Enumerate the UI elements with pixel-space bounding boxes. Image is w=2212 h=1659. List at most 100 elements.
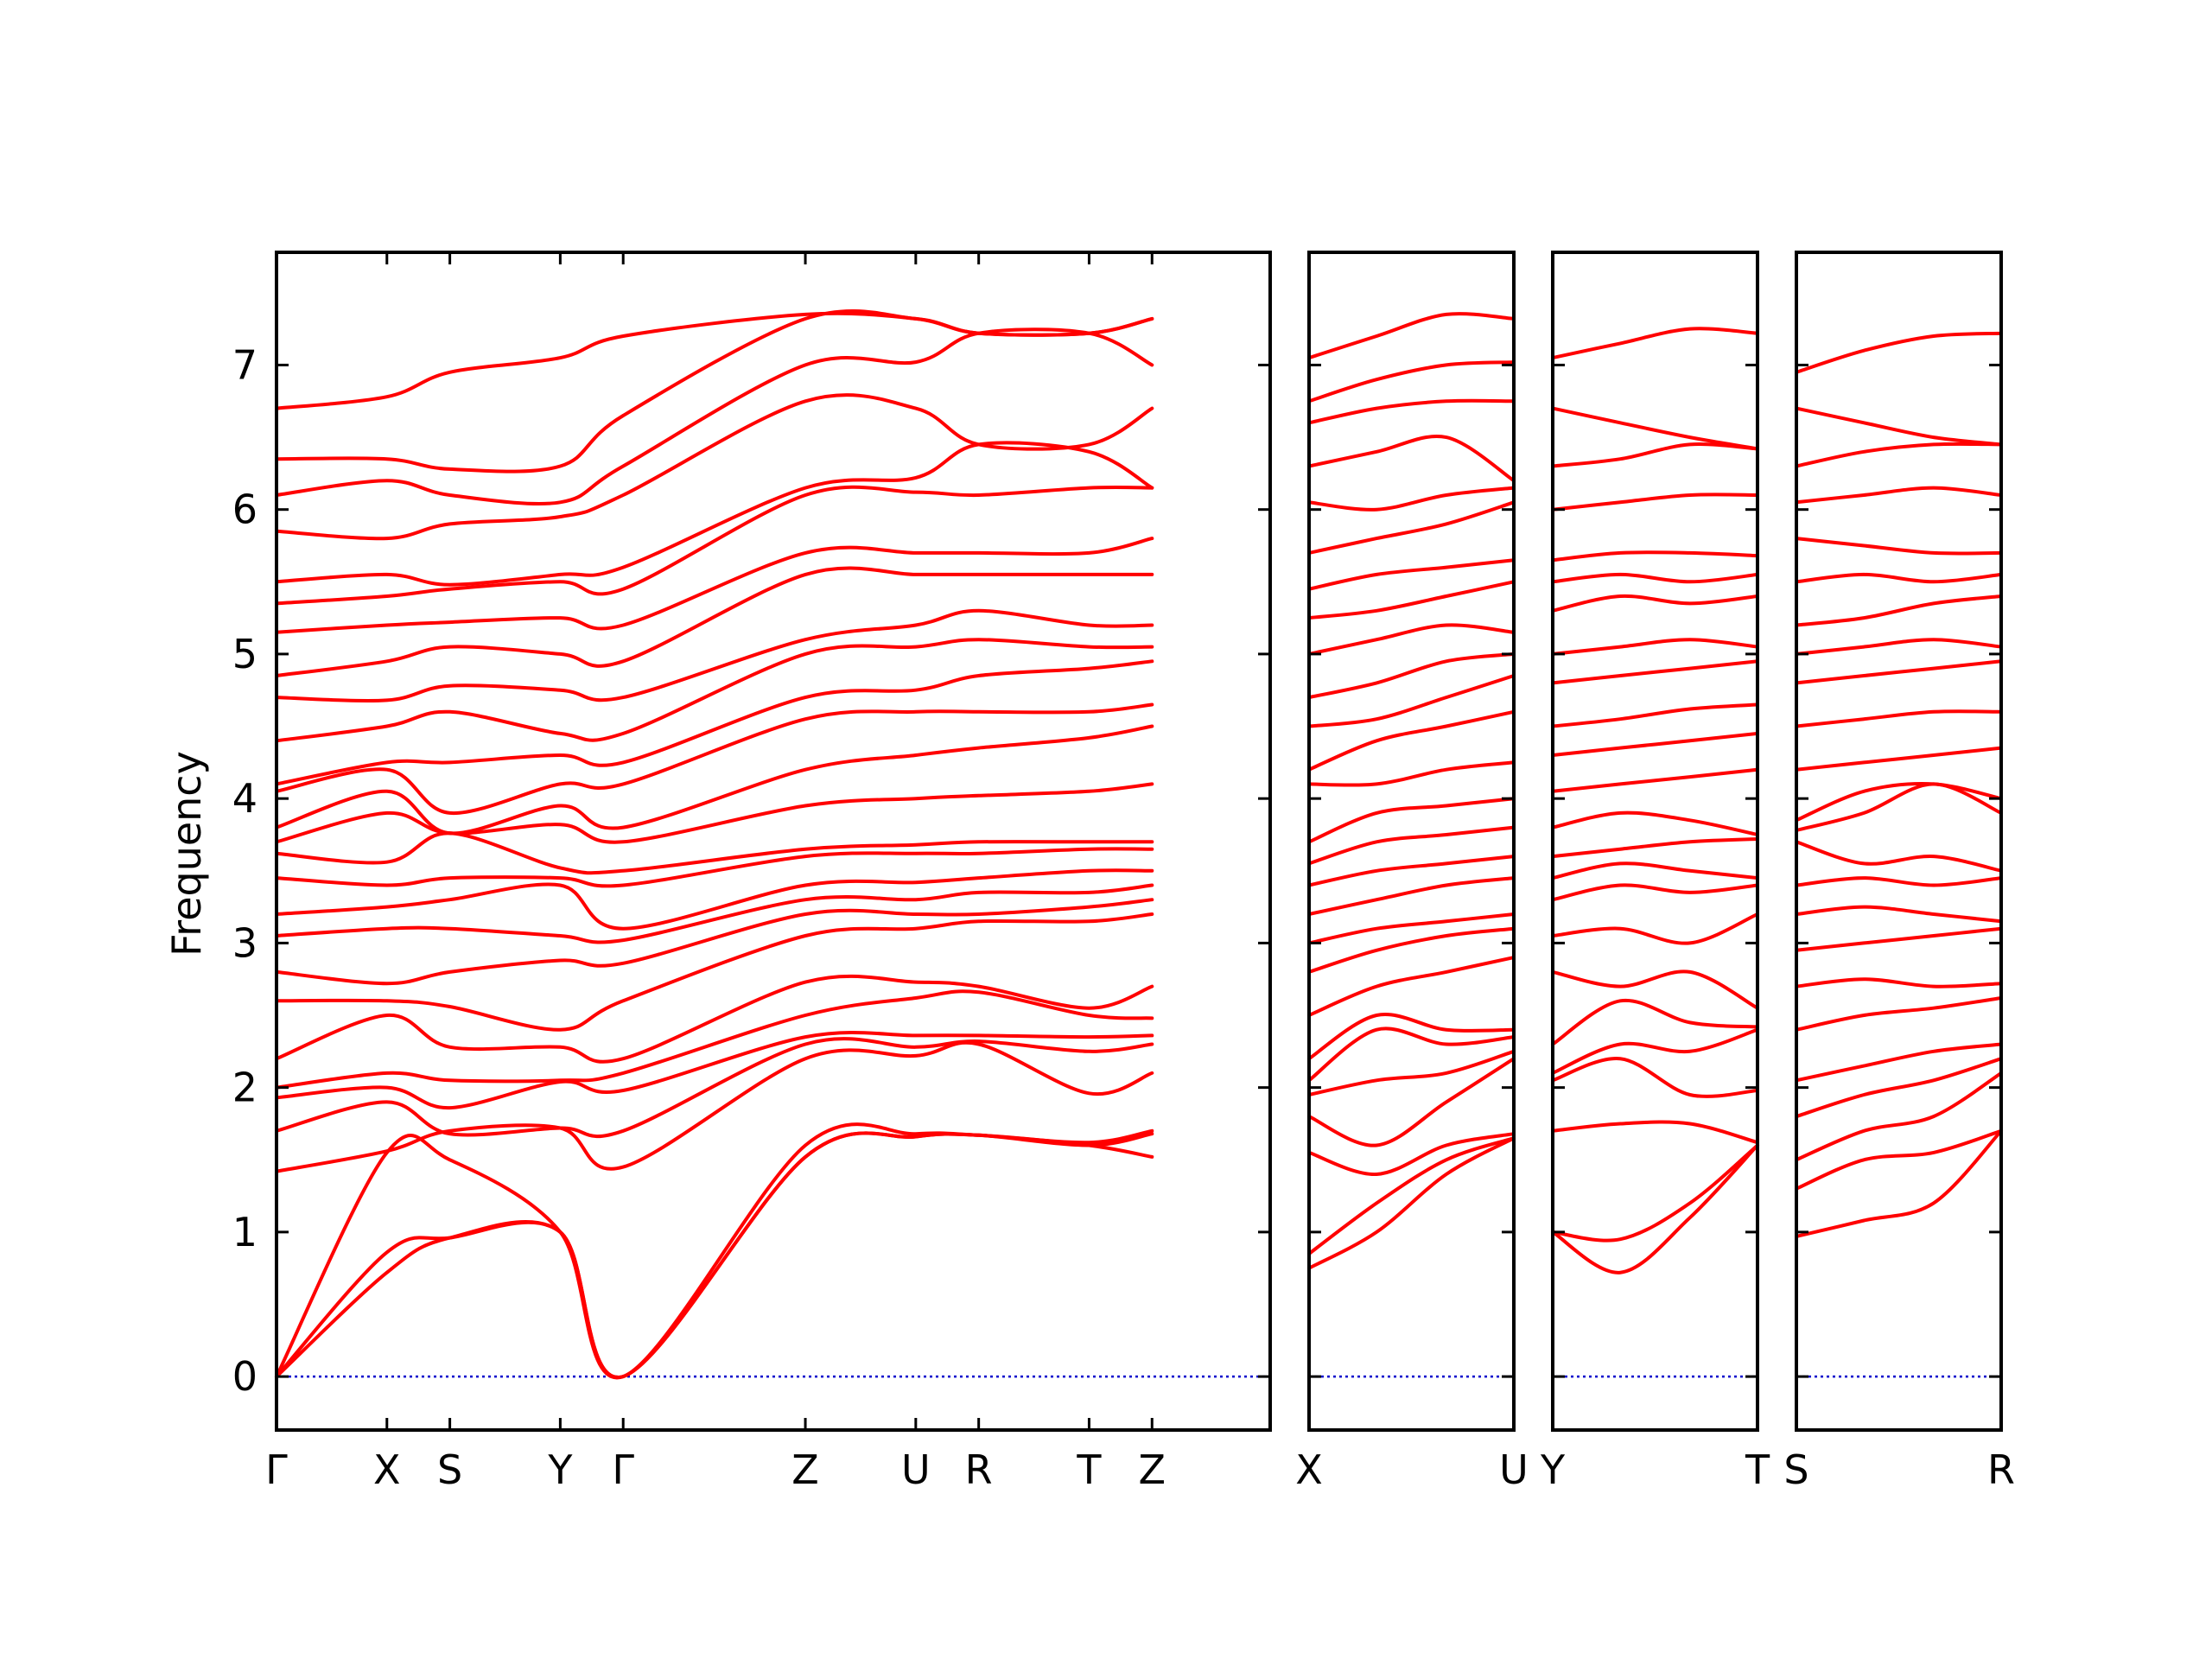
band-line-3 [1307, 1132, 1516, 1177]
y-tick-label: 4 [232, 775, 257, 822]
band-line-6 [1551, 998, 1759, 1046]
band-line-7 [1307, 1013, 1516, 1061]
band-line-14 [1795, 746, 2003, 772]
band-line-14 [275, 831, 1154, 875]
x-tick-label: Z [791, 1446, 819, 1493]
band-line-13 [275, 847, 1154, 888]
x-tick-label: T [1745, 1446, 1770, 1493]
band-line-8 [1795, 926, 2003, 952]
band-line-28 [275, 311, 1154, 410]
band-line-19 [1551, 572, 1759, 584]
band-line-16 [275, 724, 1154, 836]
x-tick-label: X [373, 1446, 401, 1493]
band-line-8 [1551, 912, 1759, 945]
band-line-23 [1795, 406, 2003, 447]
band-line-8 [1307, 956, 1516, 1017]
band-line-7 [1795, 977, 2003, 988]
band-line-16 [1795, 659, 2003, 685]
band-line-3 [275, 1122, 1154, 1380]
band-line-9 [1307, 926, 1516, 974]
band-line-10 [275, 898, 1154, 986]
band-line-9 [1795, 905, 2003, 924]
band-line-26 [1307, 360, 1516, 404]
plot-frame [1551, 251, 1759, 1432]
band-line-1 [1551, 1143, 1759, 1274]
band-line-3 [1795, 1071, 2003, 1162]
band-line-14 [1551, 731, 1759, 757]
band-line-17 [1795, 638, 2003, 656]
band-line-13 [1795, 782, 2003, 823]
band-line-20 [1551, 550, 1759, 563]
band-line-17 [275, 702, 1154, 815]
band-line-2 [1795, 1128, 2003, 1191]
band-line-20 [1307, 580, 1516, 620]
band-line-2 [1551, 1143, 1759, 1243]
band-line-1 [1795, 1128, 2003, 1238]
band-line-19 [1307, 623, 1516, 656]
band-line-7 [275, 989, 1154, 1090]
band-line-18 [1795, 594, 2003, 627]
plot-frame [1795, 251, 2003, 1432]
band-line-12 [1307, 855, 1516, 887]
x-tick-label: X [1295, 1446, 1323, 1493]
band-line-24 [1551, 327, 1759, 360]
band-line-11 [1551, 837, 1759, 859]
x-tick-label: Γ [265, 1446, 288, 1493]
band-line-18 [1307, 652, 1516, 700]
plot-frame [1307, 251, 1516, 1432]
band-line-5 [275, 1037, 1154, 1139]
band-line-20 [1795, 537, 2003, 556]
x-tick-label: T [1076, 1446, 1102, 1493]
band-line-15 [1795, 709, 2003, 728]
band-line-26 [275, 327, 1154, 505]
band-line-5 [1795, 1042, 2003, 1083]
y-tick-label: 7 [232, 341, 257, 388]
band-line-10 [1795, 876, 2003, 887]
band-line-4 [1307, 1057, 1516, 1147]
band-line-3 [1551, 1120, 1759, 1145]
band-line-21 [275, 566, 1154, 677]
band-line-6 [1795, 996, 2003, 1032]
band-line-10 [1307, 912, 1516, 945]
band-line-4 [1795, 1057, 2003, 1119]
band-line-12 [1795, 782, 2003, 832]
band-line-14 [1307, 797, 1516, 844]
band-line-23 [1551, 406, 1759, 451]
y-tick-label: 6 [232, 486, 257, 533]
x-tick-label: Γ [612, 1446, 634, 1493]
y-tick-label: 3 [232, 919, 257, 966]
band-line-17 [1307, 674, 1516, 728]
band-line-4 [1551, 1057, 1759, 1098]
y-axis-label: Frequency [163, 751, 210, 957]
band-line-25 [275, 393, 1154, 541]
band-line-21 [1551, 493, 1759, 512]
band-line-24 [275, 441, 1154, 587]
band-line-22 [1551, 442, 1759, 468]
band-line-10 [1551, 861, 1759, 880]
band-line-11 [275, 883, 1154, 944]
band-line-15 [1551, 702, 1759, 728]
x-tick-label: Y [1540, 1446, 1566, 1493]
band-line-19 [275, 638, 1154, 743]
band-line-25 [1307, 398, 1516, 425]
band-line-22 [1795, 442, 2003, 468]
band-line-12 [1551, 810, 1759, 836]
band-line-20 [275, 608, 1154, 702]
band-line-23 [275, 485, 1154, 606]
band-line-12 [275, 868, 1154, 931]
band-line-24 [1795, 331, 2003, 374]
band-line-15 [1307, 760, 1516, 787]
band-line-6 [1307, 1027, 1516, 1083]
band-line-13 [1307, 825, 1516, 866]
band-line-4 [275, 1040, 1154, 1173]
plot-frame [275, 251, 1272, 1432]
band-line-23 [1307, 486, 1516, 512]
band-line-22 [275, 537, 1154, 634]
band-line-22 [1307, 500, 1516, 555]
